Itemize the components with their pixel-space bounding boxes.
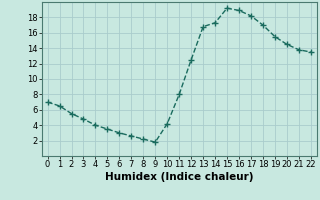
X-axis label: Humidex (Indice chaleur): Humidex (Indice chaleur)	[105, 172, 253, 182]
